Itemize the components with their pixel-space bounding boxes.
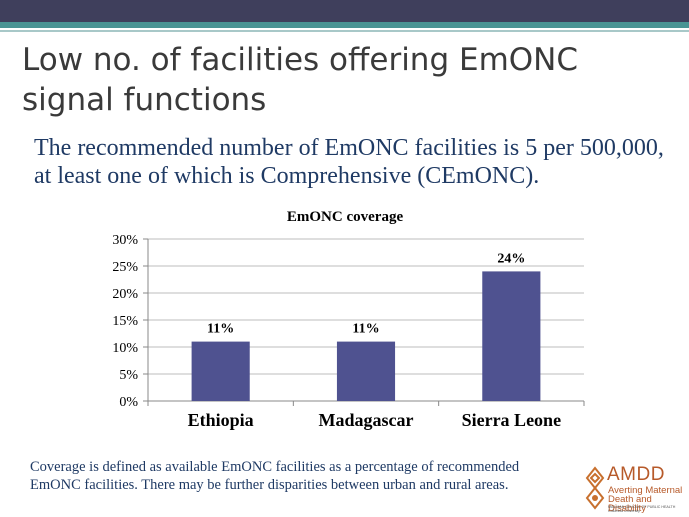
y-tick-label: 5% (119, 368, 138, 383)
data-label: 11% (207, 322, 234, 337)
logo-school: MAILMAN SCHOOL OF PUBLIC HEALTH Columbia… (608, 505, 676, 513)
x-tick-label: Madagascar (319, 410, 414, 430)
x-tick-label: Sierra Leone (462, 410, 561, 430)
y-tick-label: 25% (112, 260, 138, 275)
footnote: Coverage is defined as available EmONC f… (30, 459, 520, 493)
header-band (0, 0, 689, 22)
y-tick-label: 15% (112, 314, 138, 329)
y-tick-label: 10% (112, 341, 138, 356)
y-tick-label: 0% (119, 395, 138, 410)
amdd-emblem-icon (585, 466, 605, 510)
bar-sierra-leone (482, 271, 541, 401)
x-tick-label: Ethiopia (188, 410, 254, 430)
bar-ethiopia (191, 341, 250, 401)
amdd-logo: AMDD Averting Maternal Death and Disabil… (583, 464, 685, 514)
y-tick-label: 20% (112, 287, 138, 302)
header-thin-line (0, 30, 689, 32)
bar-madagascar (336, 341, 396, 401)
data-label: 24% (497, 251, 525, 266)
bar-chart: EmONC coverage 0% 5% 10% 15% 20% 25% 30% 11% Eth… (112, 209, 585, 430)
y-tick-label: 30% (112, 233, 138, 248)
data-label: 11% (352, 322, 379, 337)
logo-name: AMDD (607, 464, 665, 485)
slide-title: Low no. of facilities offering EmONC sig… (22, 42, 579, 118)
logo-subtitle: Averting Maternal Death and Disability (608, 485, 683, 514)
header-accent-line (0, 22, 689, 28)
slide-subtitle: The recommended number of EmONC faciliti… (34, 135, 664, 189)
chart-title: EmONC coverage (287, 209, 404, 225)
